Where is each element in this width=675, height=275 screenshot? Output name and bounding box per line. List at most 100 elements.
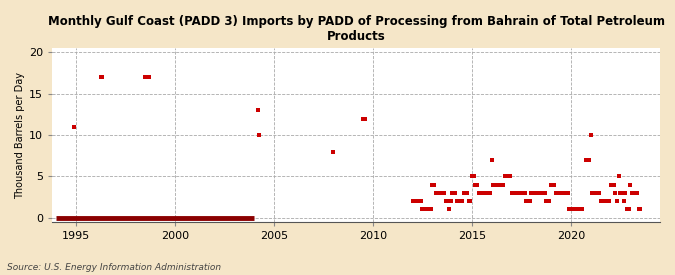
Point <box>558 191 568 195</box>
Point <box>544 199 555 203</box>
Point <box>481 191 492 195</box>
Point <box>447 191 458 195</box>
Point <box>443 207 454 211</box>
Point <box>620 191 630 195</box>
Point <box>500 174 510 178</box>
Point <box>519 191 530 195</box>
Point <box>462 191 472 195</box>
Point <box>592 191 603 195</box>
Point <box>524 199 535 203</box>
Point <box>439 191 450 195</box>
Point <box>448 191 459 195</box>
Point <box>600 199 611 203</box>
Point <box>634 207 645 211</box>
Point <box>618 199 629 203</box>
Point <box>633 207 644 211</box>
Point <box>605 182 616 187</box>
Point <box>522 199 533 203</box>
Point <box>440 199 451 203</box>
Point <box>614 174 624 178</box>
Point <box>454 199 464 203</box>
Point <box>504 174 515 178</box>
Text: Source: U.S. Energy Information Administration: Source: U.S. Energy Information Administ… <box>7 263 221 272</box>
Point <box>510 191 520 195</box>
Point <box>475 191 485 195</box>
Point <box>574 207 585 211</box>
Point <box>608 182 619 187</box>
Point <box>254 133 265 137</box>
Point <box>536 191 547 195</box>
Point <box>480 191 491 195</box>
Point <box>498 182 509 187</box>
Point <box>489 182 500 187</box>
Point <box>617 191 628 195</box>
Title: Monthly Gulf Coast (PADD 3) Imports by PADD of Processing from Bahrain of Total : Monthly Gulf Coast (PADD 3) Imports by P… <box>48 15 665 43</box>
Point <box>533 191 543 195</box>
Point <box>495 182 506 187</box>
Point <box>559 191 570 195</box>
Point <box>570 207 581 211</box>
Point <box>442 199 453 203</box>
Point <box>95 75 106 79</box>
Point <box>328 149 339 154</box>
Point <box>478 191 489 195</box>
Point <box>552 191 563 195</box>
Point <box>69 125 80 129</box>
Point <box>569 207 580 211</box>
Point <box>511 191 522 195</box>
Point <box>252 108 263 112</box>
Point <box>506 191 517 195</box>
Point <box>425 207 436 211</box>
Point <box>590 191 601 195</box>
Point <box>470 182 481 187</box>
Point <box>623 207 634 211</box>
Point <box>417 207 428 211</box>
Point <box>577 207 588 211</box>
Point <box>545 182 556 187</box>
Point <box>547 182 558 187</box>
Point <box>625 182 636 187</box>
Y-axis label: Thousand Barrels per Day: Thousand Barrels per Day <box>15 72 25 199</box>
Point <box>528 191 539 195</box>
Point <box>424 207 435 211</box>
Point <box>358 116 369 121</box>
Point <box>539 191 550 195</box>
Point <box>626 191 637 195</box>
Point <box>584 158 595 162</box>
Point <box>521 199 532 203</box>
Point <box>603 199 614 203</box>
Point <box>541 199 551 203</box>
Point <box>422 207 433 211</box>
Point <box>508 191 518 195</box>
Point <box>415 199 426 203</box>
Point <box>450 191 461 195</box>
Point <box>562 191 573 195</box>
Point <box>560 191 571 195</box>
Point <box>549 182 560 187</box>
Point <box>615 191 626 195</box>
Point <box>543 199 554 203</box>
Point <box>595 199 606 203</box>
Point <box>587 191 598 195</box>
Point <box>410 199 421 203</box>
Point <box>610 191 621 195</box>
Point <box>466 174 477 178</box>
Point <box>630 191 641 195</box>
Point <box>463 199 474 203</box>
Point <box>503 174 514 178</box>
Point <box>435 191 446 195</box>
Point <box>97 75 108 79</box>
Point <box>421 207 431 211</box>
Point <box>529 191 540 195</box>
Point <box>496 182 507 187</box>
Point <box>418 207 429 211</box>
Point <box>430 191 441 195</box>
Point <box>518 191 529 195</box>
Point <box>537 191 548 195</box>
Point <box>599 199 610 203</box>
Point <box>407 199 418 203</box>
Point <box>472 182 483 187</box>
Point <box>526 191 537 195</box>
Point <box>457 199 468 203</box>
Point <box>556 191 566 195</box>
